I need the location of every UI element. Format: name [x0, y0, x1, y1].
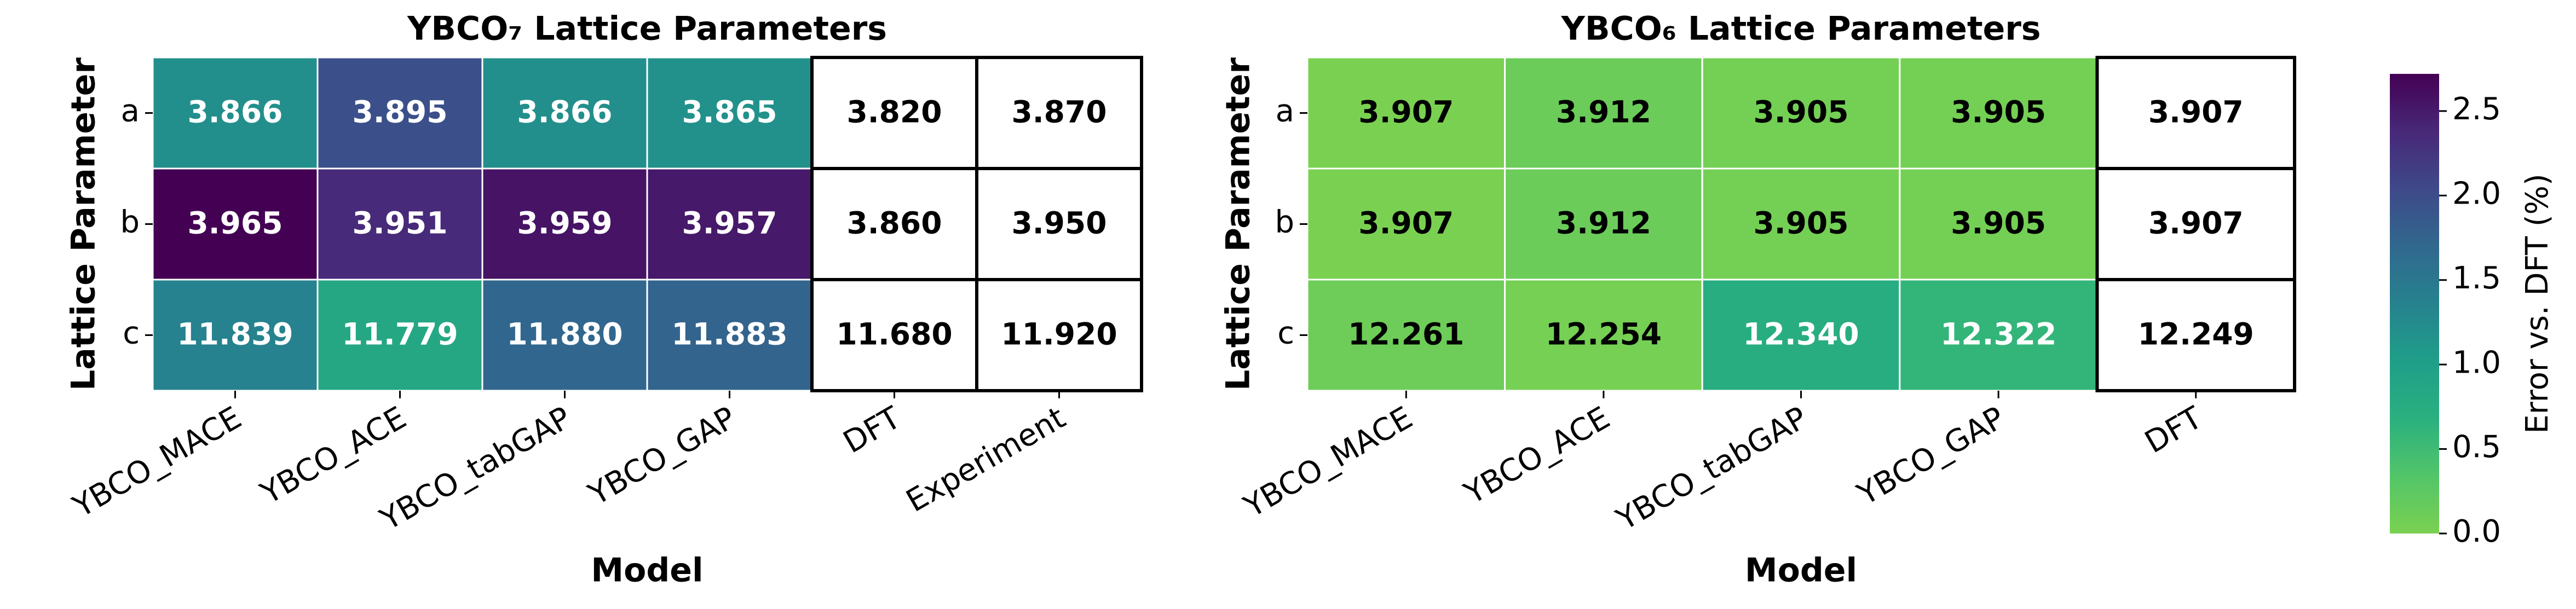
cell-value: 12.322	[1940, 317, 2056, 352]
x-tick-label: YBCO_MACE	[1237, 400, 1418, 525]
y-axis-label: Lattice Parameter	[1219, 57, 1258, 391]
y-tick-label: b	[1275, 205, 1294, 240]
cell-value: 3.957	[682, 206, 777, 241]
cell-value: 3.866	[188, 95, 283, 130]
y-tick-label: c	[123, 316, 140, 351]
colorbar-tick-label: 1.0	[2452, 345, 2501, 380]
cell-value: 11.920	[1001, 317, 1117, 352]
cell-value: 12.254	[1546, 317, 1662, 352]
heatmap-cell	[1306, 167, 1506, 281]
cell-value: 3.907	[2148, 206, 2244, 241]
cell-value: 11.680	[836, 317, 952, 352]
reference-cell	[977, 169, 1142, 280]
cell-value: 3.866	[517, 95, 613, 130]
cell-value: 11.839	[177, 317, 293, 352]
cell-value: 3.895	[353, 95, 448, 130]
heatmap-cell	[316, 167, 483, 281]
reference-cell	[2097, 280, 2295, 391]
x-axis-label: Model	[591, 552, 703, 590]
cell-value: 3.912	[1556, 206, 1651, 241]
x-tick-label: YBCO_GAP	[1851, 400, 2011, 513]
heatmap-cell	[316, 279, 483, 392]
y-axis-label: Lattice Parameter	[65, 57, 103, 391]
heatmap-cell	[646, 279, 813, 392]
x-tick-label: YBCO_MACE	[67, 400, 247, 525]
cell-value: 3.965	[188, 206, 283, 241]
cell-value: 3.950	[1012, 206, 1107, 241]
cell-value: 3.959	[517, 206, 613, 241]
reference-cell	[2097, 169, 2295, 280]
cell-value: 11.883	[671, 317, 787, 352]
cell-value: 3.907	[1358, 206, 1454, 241]
cell-value: 3.905	[1754, 95, 1849, 130]
heatmap-cell	[152, 279, 319, 392]
x-tick-label: DFT	[2139, 400, 2209, 461]
cell-value: 3.907	[1358, 95, 1454, 130]
cell-value: 11.880	[506, 317, 623, 352]
x-tick-label: DFT	[838, 400, 907, 461]
colorbar-tick-label: 0.0	[2452, 514, 2501, 549]
heatmap-cell	[152, 167, 319, 281]
x-axis-label: Model	[1745, 552, 1857, 590]
heatmap-cell	[152, 56, 319, 170]
colorbar	[2390, 74, 2439, 533]
x-tick-label: YBCO_ACE	[255, 400, 413, 512]
cell-value: 3.905	[1951, 206, 2046, 241]
x-tick-label: YBCO_tabGAP	[1610, 400, 1813, 538]
heatmap-cell	[481, 56, 648, 170]
reference-cell	[977, 280, 1142, 391]
heatmap-cell	[481, 167, 648, 281]
cell-value: 3.865	[682, 95, 777, 130]
heatmap-cell	[646, 167, 813, 281]
heatmap-cell	[481, 279, 648, 392]
cell-value: 3.905	[1754, 206, 1849, 241]
reference-cell	[812, 280, 977, 391]
cell-value: 11.779	[342, 317, 458, 352]
reference-cell	[812, 169, 977, 280]
colorbar-tick-label: 2.0	[2452, 176, 2501, 211]
cell-value: 12.340	[1743, 317, 1859, 352]
reference-cell	[812, 57, 977, 169]
chart-title: YBCO₆ Lattice Parameters	[1560, 10, 2041, 48]
colorbar-label: Error vs. DFT (%)	[2520, 173, 2555, 433]
y-tick-label: a	[121, 94, 140, 129]
y-tick-label: c	[1277, 316, 1294, 351]
heatmap-cell	[1504, 167, 1703, 281]
y-tick-label: a	[1276, 94, 1294, 129]
heatmap-cell	[1899, 56, 2098, 170]
cell-value: 12.249	[2138, 317, 2254, 352]
colorbar-tick-label: 2.5	[2452, 91, 2501, 127]
cell-value: 3.912	[1556, 95, 1651, 130]
y-tick-label: b	[120, 205, 140, 240]
cell-value: 3.951	[353, 206, 448, 241]
cell-value: 3.860	[847, 206, 942, 241]
reference-cell	[2097, 57, 2295, 169]
heatmap-cell	[1504, 56, 1703, 170]
cell-value: 3.905	[1951, 95, 2046, 130]
cell-value: 3.820	[847, 95, 942, 130]
cell-value: 3.907	[2148, 95, 2244, 130]
reference-cell	[977, 57, 1142, 169]
cell-value: 12.261	[1348, 317, 1464, 352]
x-tick-label: YBCO_GAP	[582, 400, 742, 513]
x-tick-label: Experiment	[900, 400, 1071, 519]
heatmap-cell	[646, 56, 813, 170]
colorbar-tick-label: 0.5	[2452, 430, 2501, 465]
cell-value: 3.870	[1012, 95, 1107, 130]
heatmap-cell	[316, 56, 483, 170]
chart-title: YBCO₇ Lattice Parameters	[407, 10, 887, 48]
x-tick-label: YBCO_ACE	[1458, 400, 1616, 512]
colorbar-tick-label: 1.5	[2452, 260, 2501, 296]
